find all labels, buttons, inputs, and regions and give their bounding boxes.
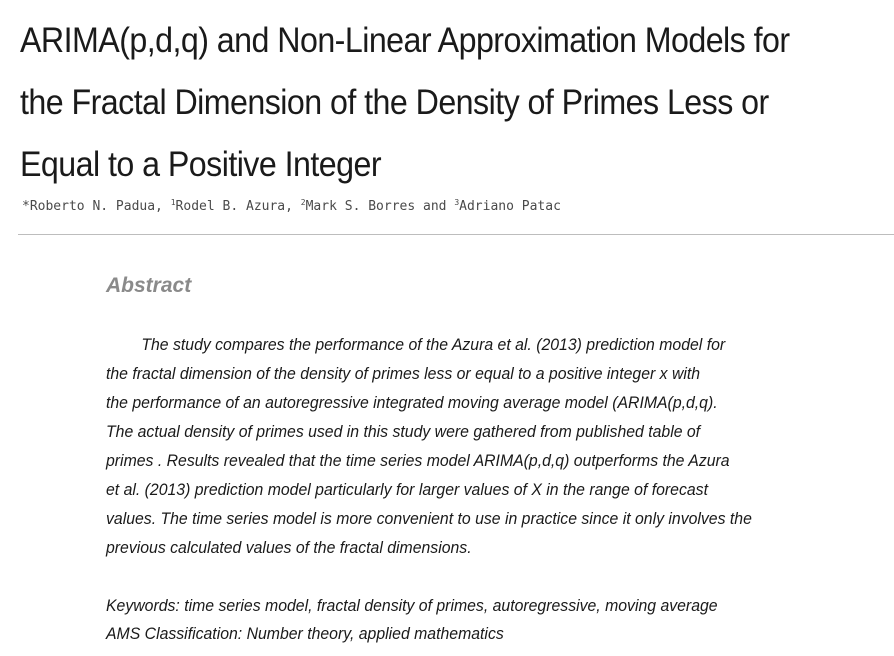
abstract-body: The study compares the performance of th… xyxy=(106,330,866,562)
paper-title: ARIMA(p,d,q) and Non-Linear Approximatio… xyxy=(20,10,820,196)
title-line: Equal to a Positive Integer xyxy=(20,145,382,184)
abstract-line: previous calculated values of the fracta… xyxy=(106,538,472,557)
title-line: the Fractal Dimension of the Density of … xyxy=(20,83,769,122)
author-affiliation-mark: 3 xyxy=(454,198,460,207)
abstract-heading: Abstract xyxy=(106,274,192,297)
author-name: Mark S. Borres and xyxy=(305,199,455,214)
abstract-line: The actual density of primes used in thi… xyxy=(106,422,701,441)
abstract-line: The study compares the performance of th… xyxy=(141,335,726,354)
author-name: Rodel B. Azura, xyxy=(175,199,301,214)
keywords-line: Keywords: time series model, fractal den… xyxy=(106,596,718,615)
author-name: Adriano Patac xyxy=(459,199,561,214)
abstract-line: primes . Results revealed that the time … xyxy=(106,451,730,470)
title-line: ARIMA(p,d,q) and Non-Linear Approximatio… xyxy=(20,21,790,60)
author-affiliation-mark: 1 xyxy=(170,198,176,207)
abstract-line: the performance of an autoregressive int… xyxy=(106,393,718,412)
keywords-block: Keywords: time series model, fractal den… xyxy=(106,592,764,648)
author-name: Roberto N. Padua, xyxy=(29,199,171,214)
author-affiliation-mark: 2 xyxy=(300,198,306,207)
abstract-line: values. The time series model is more co… xyxy=(106,509,752,528)
author-list: *Roberto N. Padua, 1Rodel B. Azura, 2Mar… xyxy=(22,198,561,214)
header-divider xyxy=(18,234,894,235)
author-mark: * xyxy=(22,199,30,214)
abstract-line: the fractal dimension of the density of … xyxy=(106,364,701,383)
abstract-line: et al. (2013) prediction model particula… xyxy=(106,480,708,499)
ams-classification-line: AMS Classification: Number theory, appli… xyxy=(106,624,504,643)
